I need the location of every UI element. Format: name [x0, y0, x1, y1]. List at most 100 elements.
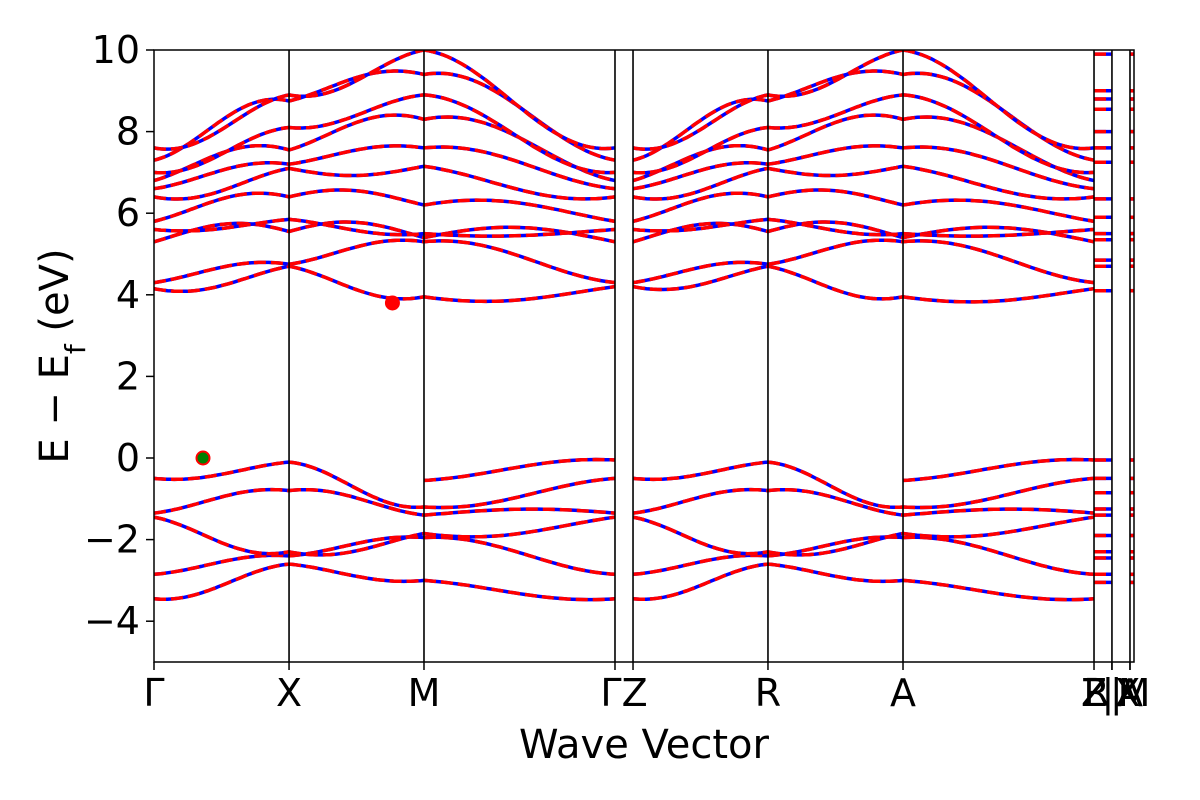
x-tick-label: M — [408, 671, 441, 715]
band-line-blue — [423, 239, 616, 285]
band-line-red — [154, 217, 290, 233]
band-line-red — [423, 284, 616, 304]
band-line-red — [423, 578, 616, 602]
x-axis-label: Wave Vector — [519, 722, 770, 768]
band-line-red — [902, 286, 1095, 304]
band-line-red — [154, 515, 290, 556]
y-label-subscript: f — [59, 343, 92, 354]
band-line-red — [423, 476, 616, 510]
y-tick-label: 8 — [116, 110, 140, 154]
band-line-red — [902, 227, 1095, 238]
band-line-red — [288, 164, 425, 178]
band-edge-markers — [195, 295, 400, 466]
band-line-blue — [902, 535, 1095, 577]
band-line-red — [288, 217, 425, 237]
band-line-red — [288, 562, 425, 584]
band-line-red — [902, 476, 1095, 510]
y-tick-label: 0 — [116, 436, 140, 480]
band-line-red — [423, 225, 616, 244]
y-label-main: E − E — [32, 354, 78, 464]
band-line-red — [288, 113, 425, 152]
band-line-red — [154, 97, 290, 162]
band-line-red — [288, 238, 425, 266]
band-line-red — [902, 164, 1095, 201]
band-line-red — [632, 460, 769, 482]
high-symmetry-lines — [288, 50, 1131, 662]
y-tick-label: 2 — [116, 354, 140, 398]
band-line-red — [902, 507, 1095, 517]
band-line-red — [767, 264, 904, 301]
band-line-red — [154, 562, 290, 601]
band-line-red — [423, 50, 616, 151]
x-tick-label: R — [755, 671, 781, 715]
band-line-red — [154, 460, 290, 482]
band-line-red — [423, 145, 616, 191]
x-tick-label: A — [1117, 671, 1143, 715]
band-line-red — [632, 217, 769, 233]
band-line-red — [423, 164, 616, 201]
band-line-red — [767, 50, 904, 99]
band-line-red — [767, 188, 904, 207]
band-line-red — [154, 93, 290, 151]
band-line-red — [632, 515, 769, 556]
band-line-red — [902, 535, 1095, 577]
band-line-red — [902, 50, 1095, 151]
x-tick-label: Γ — [143, 671, 164, 715]
band-line-red — [288, 487, 425, 517]
band-line-red — [154, 125, 290, 175]
band-line-red — [767, 220, 904, 240]
x-axis-ticks: Γ X M ΓZ R A ZR||XAM — [143, 662, 1150, 716]
band-line-red — [288, 144, 425, 166]
cbm-marker — [384, 295, 400, 311]
x-tick-label: Z — [1081, 671, 1107, 715]
x-tick-label: A — [890, 671, 916, 715]
band-line-red — [767, 562, 904, 584]
band-line-blue — [423, 535, 616, 577]
band-line-red — [423, 457, 616, 483]
band-line-red — [288, 50, 425, 99]
band-line-red — [154, 221, 290, 244]
band-line-blue — [902, 145, 1095, 191]
y-tick-label: −4 — [84, 599, 140, 643]
band-line-blue — [767, 460, 904, 510]
band-line-red — [154, 487, 290, 515]
band-line-red — [767, 144, 904, 166]
band-line-red — [632, 553, 769, 577]
plot-area — [154, 50, 1134, 602]
band-line-blue — [288, 460, 425, 510]
band-line-red — [902, 145, 1095, 191]
band-line-red — [632, 191, 769, 224]
band-line-red — [767, 217, 904, 237]
band-line-red — [423, 239, 616, 285]
y-label-unit: (eV) — [32, 248, 78, 344]
band-line-red — [423, 535, 616, 577]
band-line-red — [154, 260, 290, 285]
y-tick-label: 10 — [92, 28, 140, 72]
band-line-red — [154, 161, 290, 191]
band-line-red — [154, 166, 290, 201]
band-line-red — [632, 487, 769, 515]
y-tick-label: 4 — [116, 273, 140, 317]
band-line-red — [632, 221, 769, 244]
band-line-red — [902, 578, 1095, 602]
y-axis-label: E − Ef (eV) — [32, 248, 92, 463]
band-line-red — [423, 227, 616, 238]
band-line-red — [632, 166, 769, 201]
x-tick-label: X — [276, 671, 302, 715]
band-line-red — [767, 113, 904, 152]
band-line-red — [902, 93, 1095, 175]
band-line-red — [767, 93, 904, 130]
band-line-red — [632, 97, 769, 162]
band-line-red — [632, 125, 769, 175]
band-line-red — [632, 264, 769, 292]
band-line-red — [154, 191, 290, 224]
y-tick-label: 6 — [116, 191, 140, 235]
vbm-marker — [195, 450, 211, 466]
band-line-red — [902, 198, 1095, 224]
band-line-red — [632, 93, 769, 151]
band-line-red — [423, 198, 616, 224]
band-line-red — [767, 238, 904, 266]
band-line-red — [288, 460, 425, 510]
band-line-red — [288, 188, 425, 207]
